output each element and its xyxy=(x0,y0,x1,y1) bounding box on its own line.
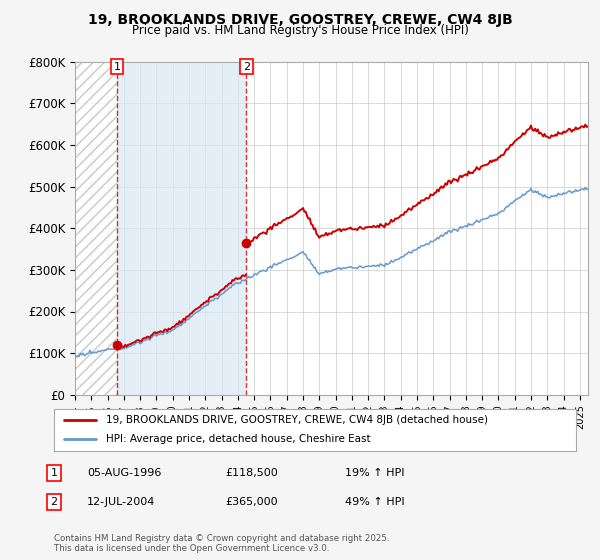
Text: 49% ↑ HPI: 49% ↑ HPI xyxy=(345,497,404,507)
Text: 2: 2 xyxy=(243,62,250,72)
Text: 05-AUG-1996: 05-AUG-1996 xyxy=(87,468,161,478)
Text: 19, BROOKLANDS DRIVE, GOOSTREY, CREWE, CW4 8JB: 19, BROOKLANDS DRIVE, GOOSTREY, CREWE, C… xyxy=(88,13,512,27)
Text: 12-JUL-2004: 12-JUL-2004 xyxy=(87,497,155,507)
Text: £118,500: £118,500 xyxy=(225,468,278,478)
Text: 1: 1 xyxy=(50,468,58,478)
Text: £365,000: £365,000 xyxy=(225,497,278,507)
Text: Price paid vs. HM Land Registry's House Price Index (HPI): Price paid vs. HM Land Registry's House … xyxy=(131,24,469,37)
Bar xyxy=(117,62,247,395)
Text: 1: 1 xyxy=(113,62,121,72)
Text: 19% ↑ HPI: 19% ↑ HPI xyxy=(345,468,404,478)
Bar xyxy=(75,62,117,395)
Text: HPI: Average price, detached house, Cheshire East: HPI: Average price, detached house, Ches… xyxy=(106,435,371,445)
Text: Contains HM Land Registry data © Crown copyright and database right 2025.
This d: Contains HM Land Registry data © Crown c… xyxy=(54,534,389,553)
Text: 19, BROOKLANDS DRIVE, GOOSTREY, CREWE, CW4 8JB (detached house): 19, BROOKLANDS DRIVE, GOOSTREY, CREWE, C… xyxy=(106,415,488,425)
Text: 2: 2 xyxy=(50,497,58,507)
